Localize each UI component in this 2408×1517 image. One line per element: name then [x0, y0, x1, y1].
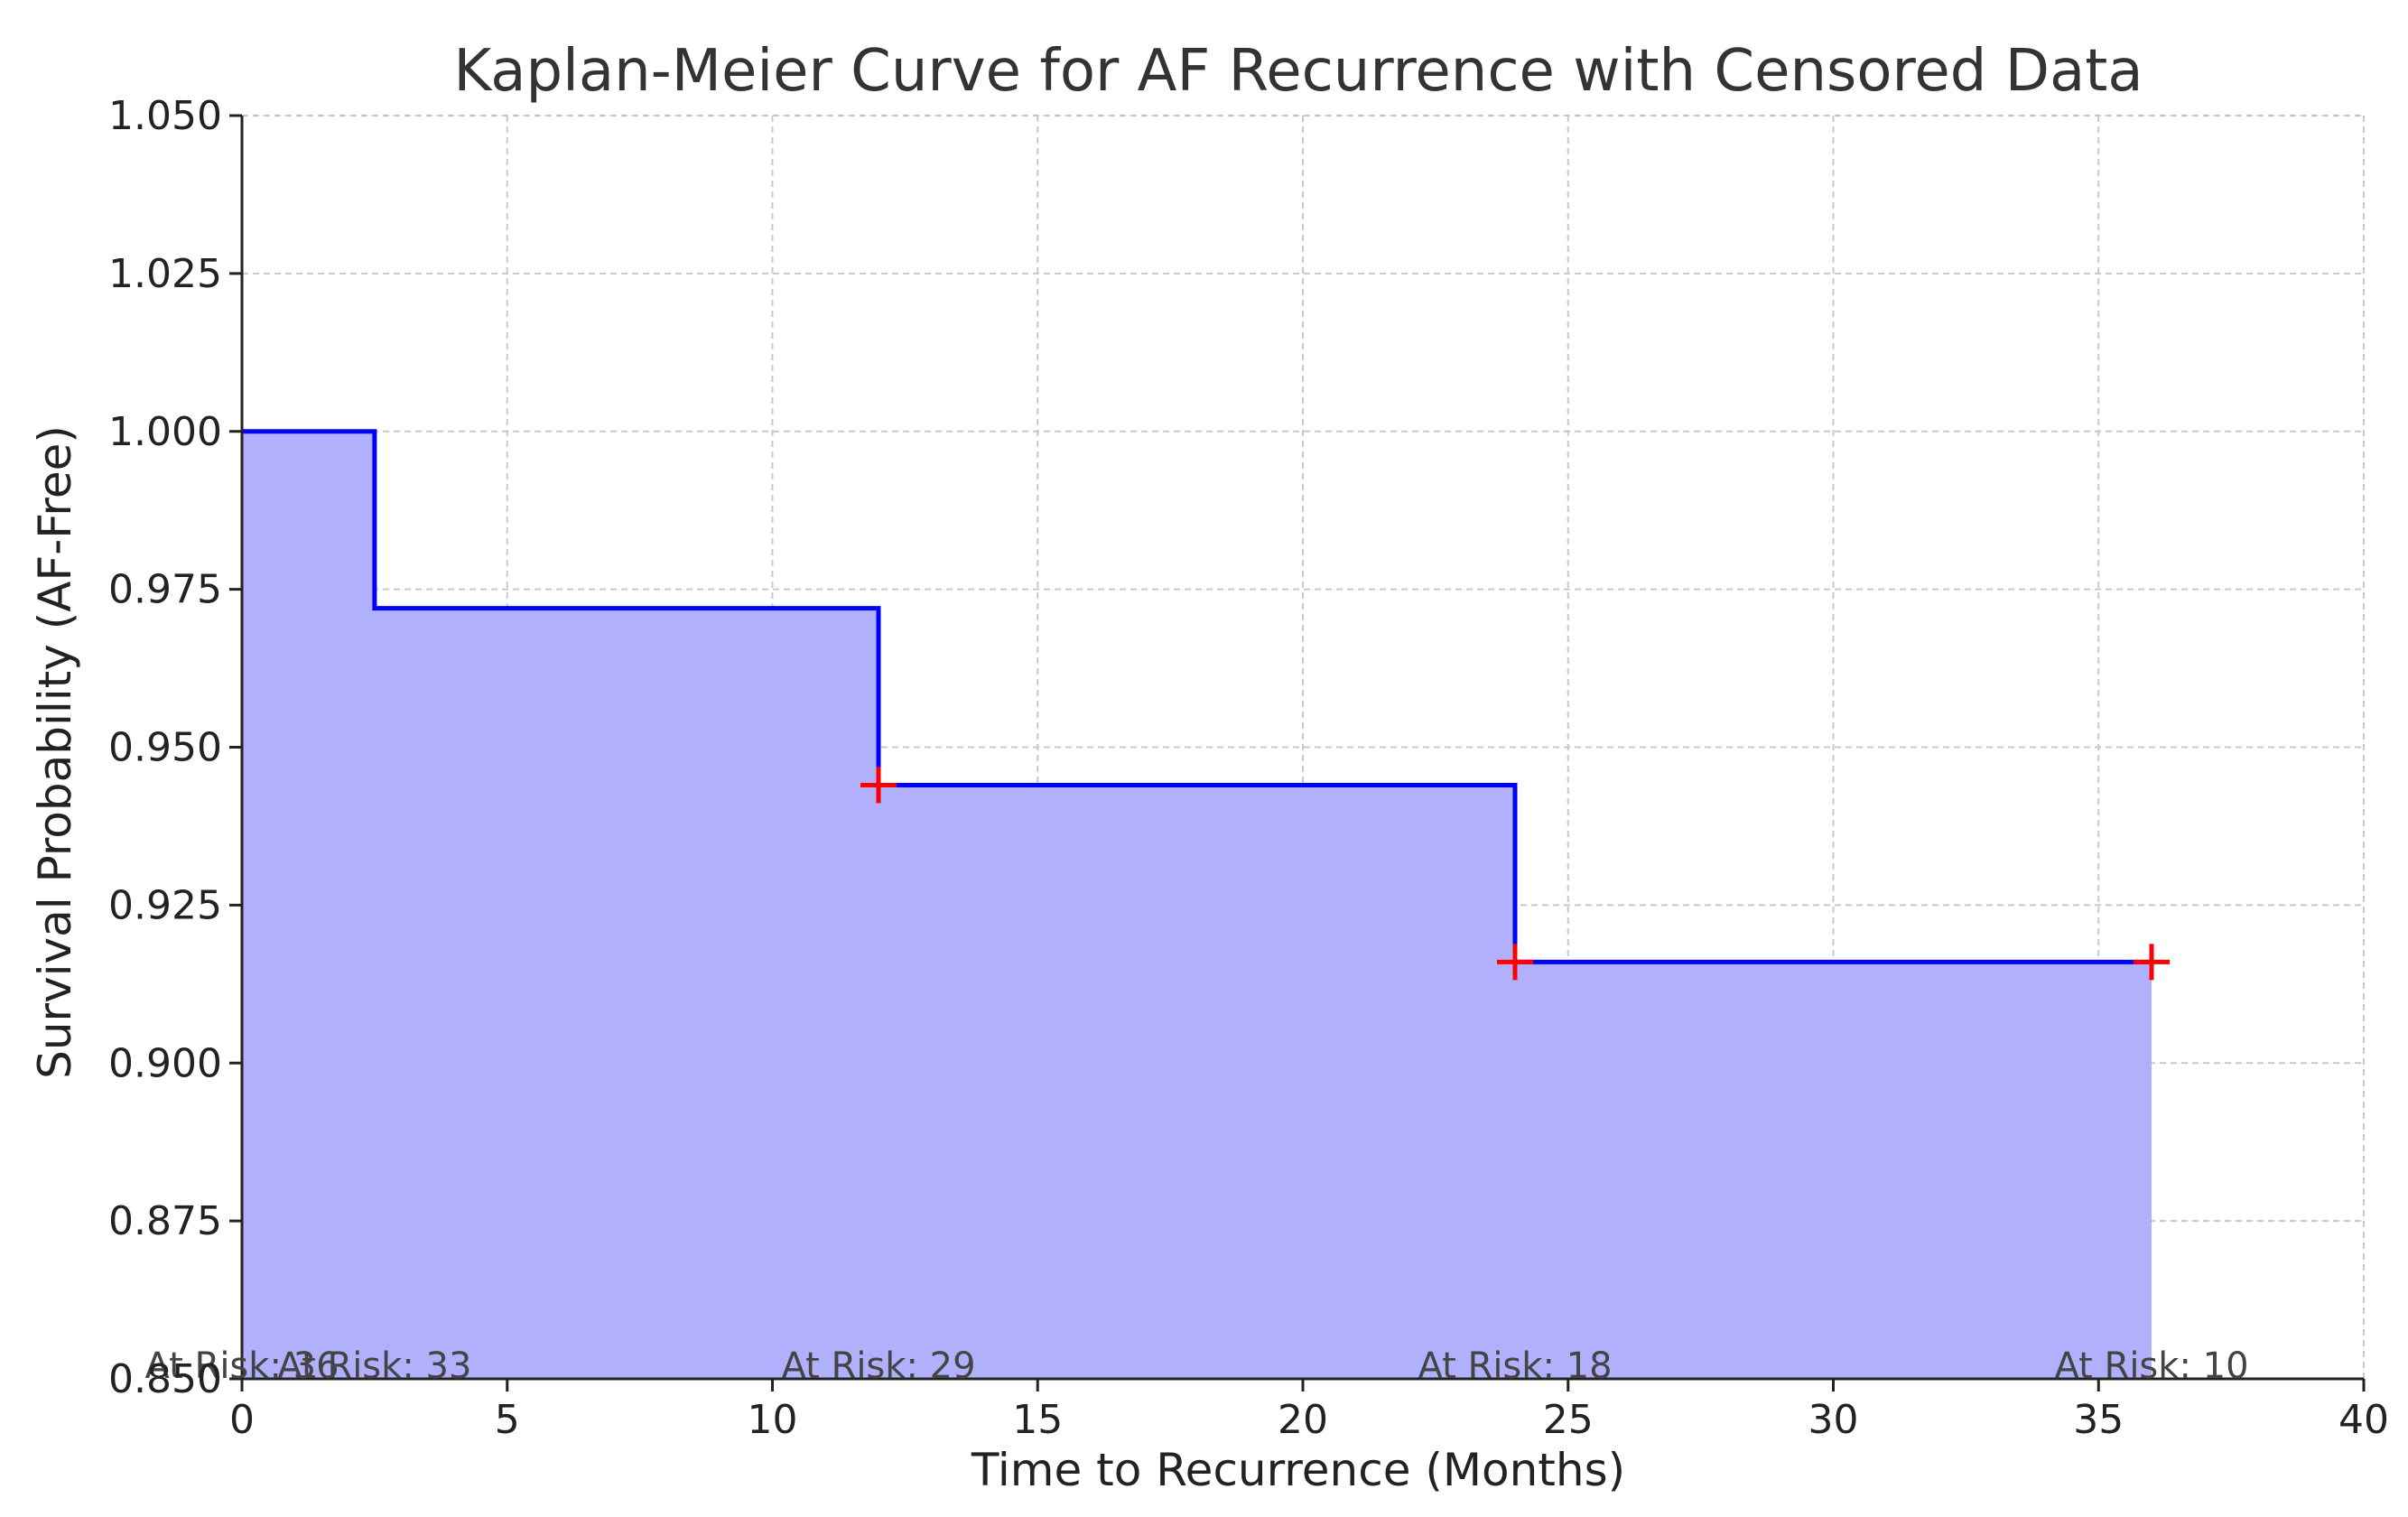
- x-tick-label-3: 15: [1012, 1397, 1063, 1443]
- x-tick-label-2: 10: [748, 1397, 798, 1443]
- x-tick-label-0: 0: [229, 1397, 255, 1443]
- chart-title: Kaplan-Meier Curve for AF Recurrence wit…: [453, 38, 2143, 105]
- at-risk-label-2: At Risk: 29: [781, 1345, 975, 1387]
- x-tick-label-8: 40: [2338, 1397, 2389, 1443]
- at-risk-label-0: At Risk: 36: [144, 1345, 339, 1387]
- x-tick-label-4: 20: [1278, 1397, 1328, 1443]
- at-risk-label-1: At Risk: 33: [277, 1345, 471, 1387]
- x-tick-label-5: 25: [1543, 1397, 1594, 1443]
- y-tick-label-2: 0.900: [108, 1040, 222, 1086]
- survival-step-line: [242, 429, 2152, 964]
- axes: [229, 114, 2366, 1391]
- y-tick-label-3: 0.925: [108, 882, 222, 928]
- y-tick-labels: 0.850 0.875 0.900 0.925 0.950 0.975 1.000 1.025…: [108, 93, 222, 1402]
- x-tick-label-6: 30: [1808, 1397, 1859, 1443]
- y-tick-label-5: 0.975: [108, 567, 222, 613]
- y-tick-label-1: 0.875: [108, 1198, 222, 1244]
- y-tick-label-8: 1.050: [108, 93, 222, 139]
- censor-marker-2: [2134, 944, 2170, 981]
- survival-step-curve: [242, 429, 2152, 964]
- y-tick-label-6: 1.000: [108, 409, 222, 455]
- censor-marker-1: [1497, 944, 1533, 981]
- censor-marker-0: [860, 767, 897, 804]
- x-axis-title: Time to Recurrence (Months): [971, 1444, 1625, 1496]
- survival-fill-area: [242, 431, 2152, 1379]
- at-risk-label-4: At Risk: 10: [2054, 1345, 2248, 1387]
- x-tick-labels: 0 5 10 15 20 25 30 35 40: [229, 1397, 2389, 1443]
- y-tick-label-7: 1.025: [108, 251, 222, 297]
- x-tick-label-7: 35: [2073, 1397, 2124, 1443]
- x-tick-label-1: 5: [495, 1397, 520, 1443]
- y-axis-title: Survival Probability (AF-Free): [29, 425, 81, 1079]
- censored-markers: [860, 767, 2170, 981]
- y-tick-label-4: 0.950: [108, 725, 222, 771]
- at-risk-label-3: At Risk: 18: [1418, 1345, 1612, 1387]
- survival-area-fill: [242, 431, 2152, 1379]
- y-tick-label-0: 0.850: [108, 1356, 222, 1402]
